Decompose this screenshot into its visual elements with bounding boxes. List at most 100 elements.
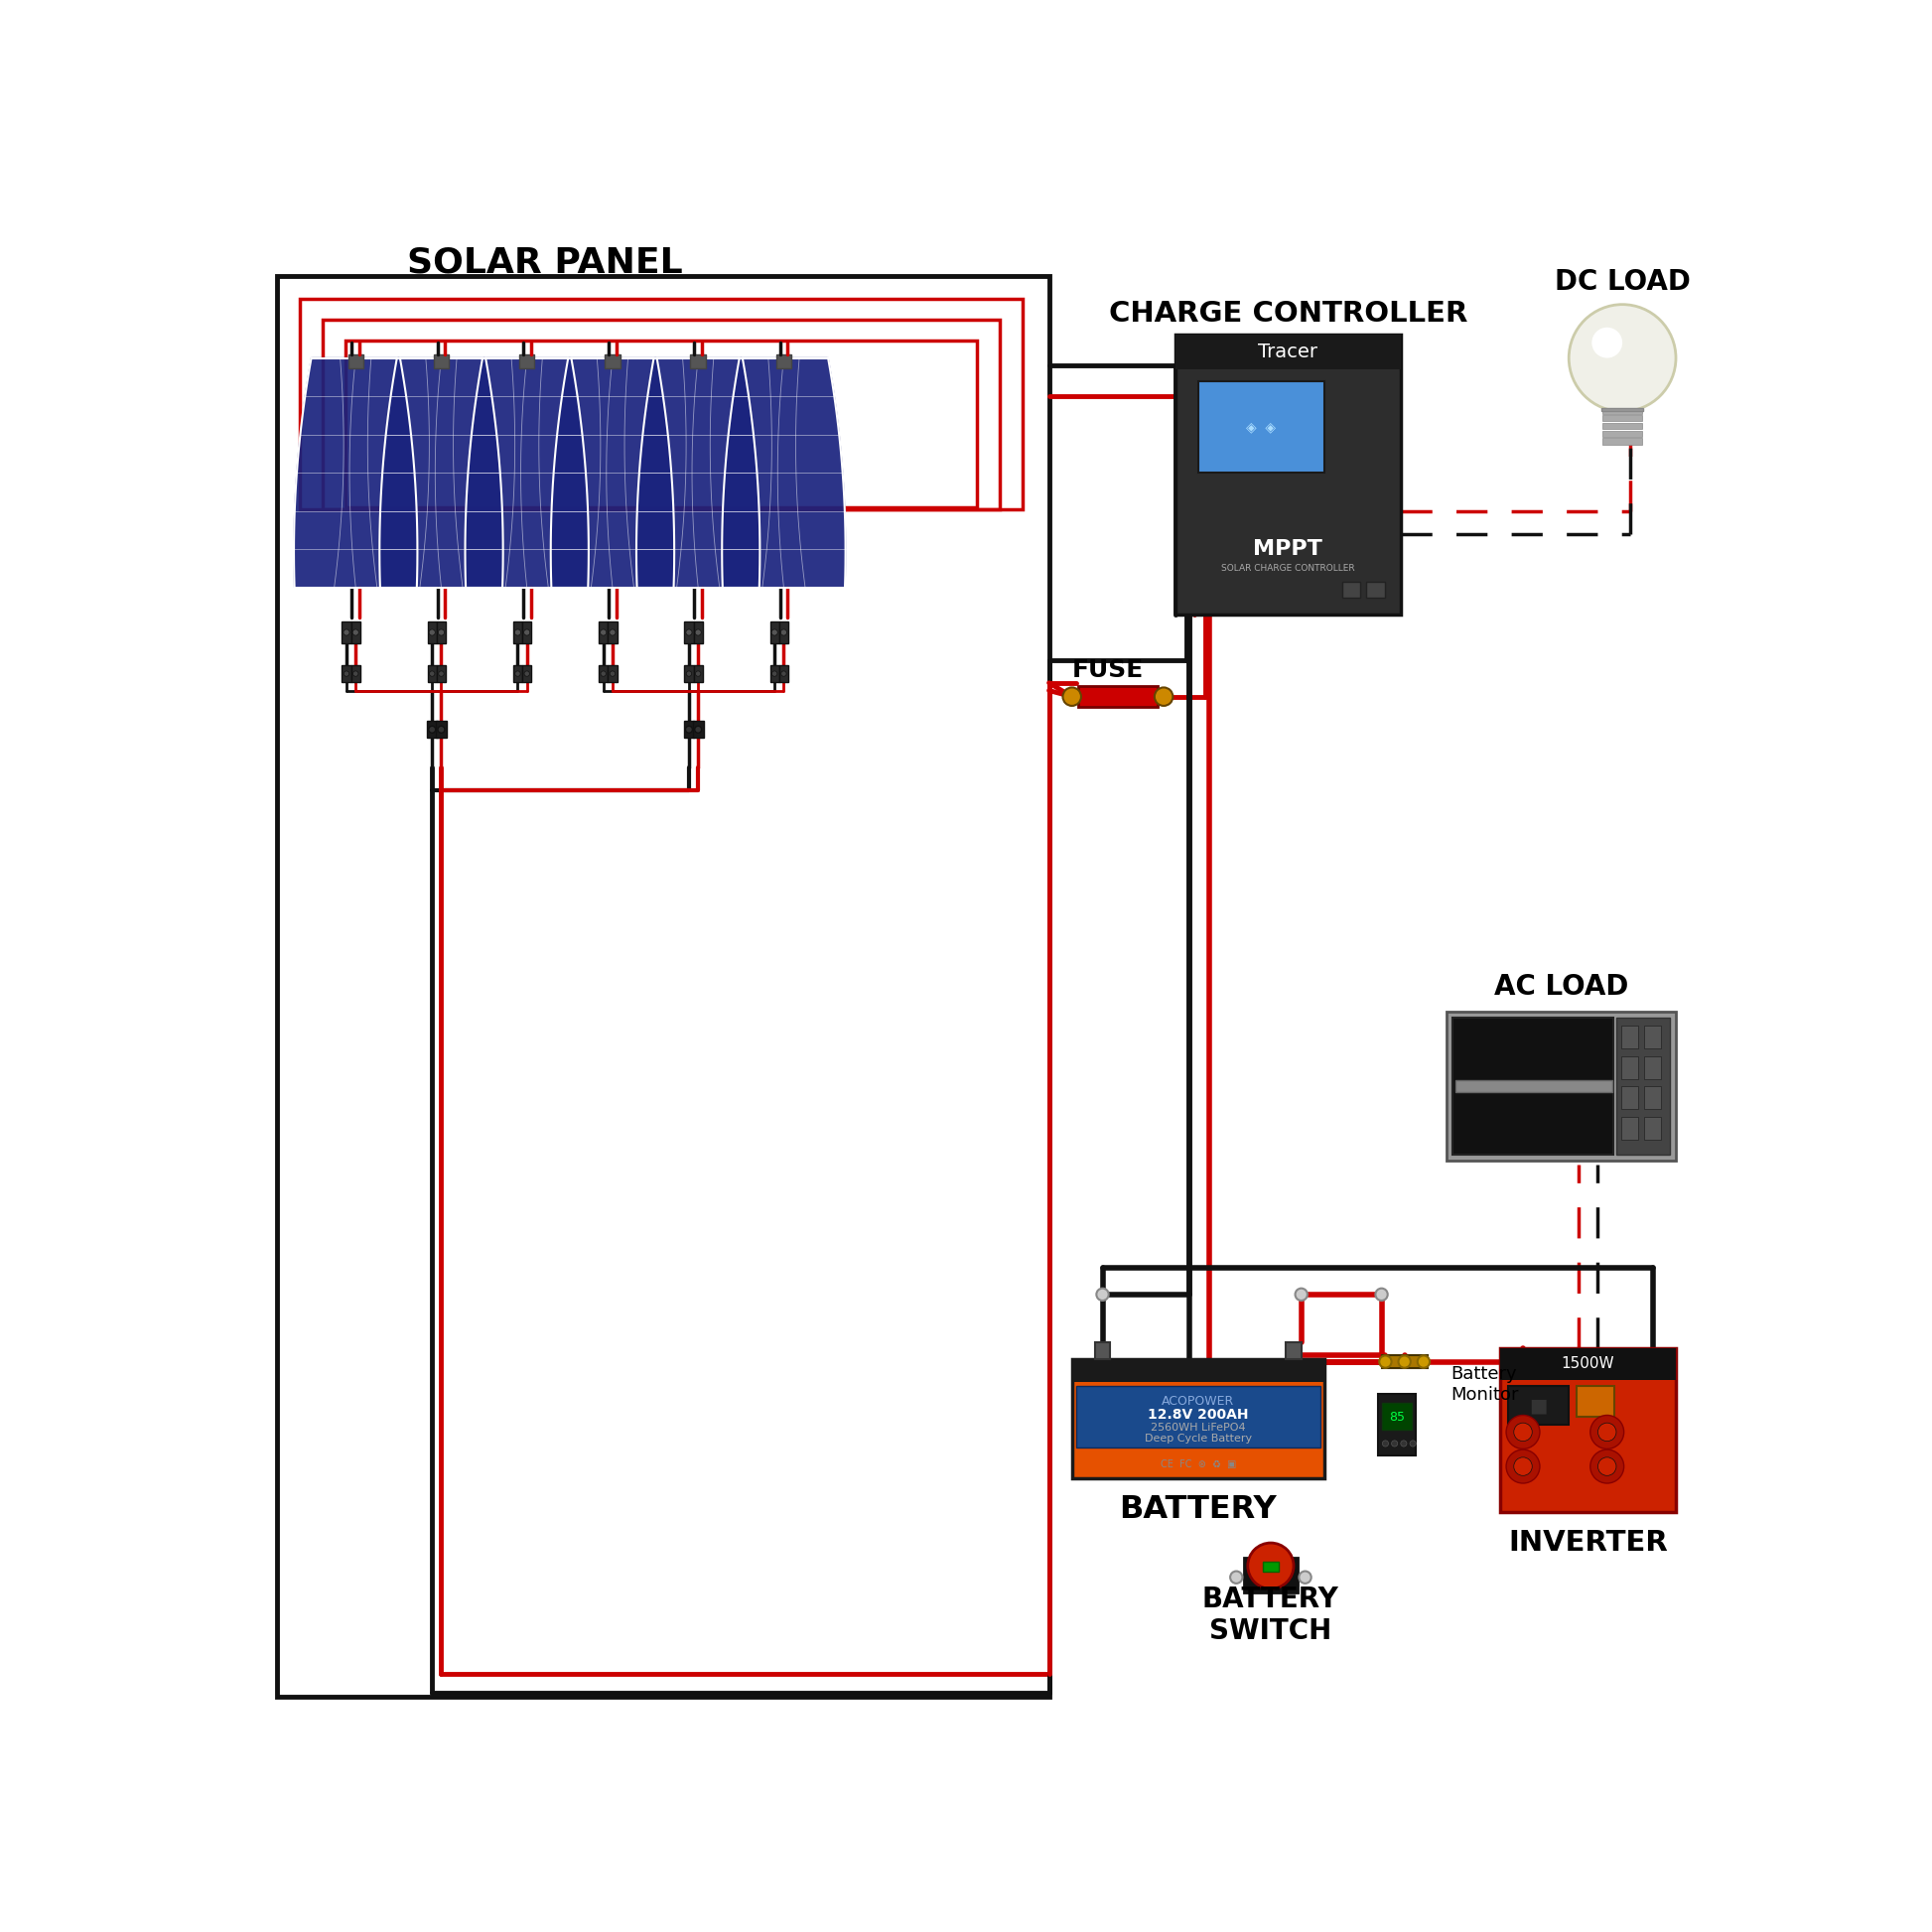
Bar: [694, 721, 703, 738]
Bar: [342, 622, 352, 643]
Circle shape: [1298, 1571, 1312, 1584]
Circle shape: [696, 670, 701, 676]
Bar: [1381, 1356, 1428, 1368]
Circle shape: [439, 630, 444, 636]
Bar: [1453, 1018, 1613, 1155]
Circle shape: [1381, 1441, 1389, 1447]
Bar: [1621, 1057, 1638, 1078]
Bar: [433, 354, 448, 367]
Circle shape: [429, 630, 435, 636]
Bar: [1621, 1117, 1638, 1140]
Bar: [609, 622, 616, 643]
Text: CE  FC  ⊛  ♻  ▣: CE FC ⊛ ♻ ▣: [1161, 1459, 1236, 1468]
Circle shape: [1507, 1416, 1540, 1449]
Text: ◈  ◈: ◈ ◈: [1246, 419, 1275, 433]
Bar: [1343, 582, 1360, 597]
Text: SOLAR PANEL: SOLAR PANEL: [406, 245, 682, 280]
Bar: [1499, 1349, 1675, 1379]
Circle shape: [609, 630, 616, 636]
Circle shape: [1507, 1449, 1540, 1484]
Circle shape: [686, 670, 692, 676]
Bar: [694, 622, 703, 643]
Bar: [779, 622, 788, 643]
Circle shape: [686, 726, 692, 732]
Circle shape: [514, 630, 522, 636]
Bar: [1602, 408, 1642, 412]
Circle shape: [781, 670, 786, 676]
Circle shape: [1598, 1457, 1617, 1476]
Circle shape: [354, 630, 359, 636]
Circle shape: [1399, 1356, 1410, 1368]
Circle shape: [1401, 1441, 1406, 1447]
Circle shape: [1590, 1449, 1625, 1484]
Circle shape: [344, 630, 350, 636]
Bar: [1602, 423, 1642, 429]
Bar: [514, 622, 522, 643]
Circle shape: [1410, 1441, 1416, 1447]
Polygon shape: [723, 357, 846, 587]
Text: Battery
Monitor: Battery Monitor: [1451, 1366, 1519, 1405]
Bar: [1602, 408, 1642, 413]
Bar: [684, 721, 694, 738]
Bar: [1447, 1012, 1675, 1161]
Bar: [599, 665, 609, 682]
Circle shape: [601, 630, 607, 636]
Bar: [609, 665, 616, 682]
Bar: [1244, 1559, 1298, 1592]
Bar: [1072, 1360, 1323, 1383]
Bar: [1644, 1086, 1662, 1109]
Bar: [348, 354, 363, 367]
Circle shape: [1231, 1571, 1242, 1584]
Circle shape: [439, 726, 444, 732]
Bar: [1287, 1343, 1302, 1360]
Bar: [514, 665, 522, 682]
Bar: [1644, 1057, 1662, 1078]
Bar: [1378, 1393, 1416, 1455]
Text: Tracer: Tracer: [1258, 342, 1318, 361]
Bar: [1577, 1385, 1615, 1416]
Circle shape: [439, 670, 444, 676]
Circle shape: [773, 670, 777, 676]
Bar: [1602, 439, 1642, 444]
Circle shape: [354, 670, 357, 676]
Bar: [777, 354, 792, 367]
Bar: [605, 354, 620, 367]
Circle shape: [601, 670, 607, 676]
Bar: [522, 622, 531, 643]
Bar: [342, 665, 352, 682]
Circle shape: [344, 670, 350, 676]
Text: DC LOAD: DC LOAD: [1555, 269, 1690, 296]
Circle shape: [1379, 1356, 1391, 1368]
Bar: [1076, 1385, 1320, 1447]
Bar: [1602, 431, 1642, 437]
Bar: [522, 665, 531, 682]
Polygon shape: [294, 357, 417, 587]
Bar: [1175, 334, 1401, 369]
Bar: [1621, 1086, 1638, 1109]
Bar: [694, 665, 703, 682]
Bar: [1072, 1360, 1323, 1478]
Bar: [427, 665, 437, 682]
Circle shape: [1095, 1289, 1109, 1300]
Circle shape: [1063, 688, 1082, 705]
Bar: [352, 665, 359, 682]
Circle shape: [1248, 1544, 1294, 1588]
Bar: [1602, 415, 1642, 421]
Circle shape: [524, 630, 529, 636]
Circle shape: [1391, 1441, 1397, 1447]
Bar: [1499, 1349, 1675, 1513]
Circle shape: [1155, 688, 1173, 705]
Bar: [427, 622, 437, 643]
Text: 1500W: 1500W: [1561, 1356, 1615, 1370]
Bar: [1366, 582, 1385, 597]
Bar: [276, 276, 1049, 1696]
Circle shape: [771, 630, 777, 636]
Text: Deep Cycle Battery: Deep Cycle Battery: [1144, 1434, 1252, 1443]
Circle shape: [516, 670, 520, 676]
Bar: [1264, 1561, 1279, 1571]
Bar: [437, 721, 446, 738]
Circle shape: [1590, 1416, 1625, 1449]
Circle shape: [429, 726, 435, 732]
Bar: [779, 665, 788, 682]
Bar: [437, 622, 446, 643]
